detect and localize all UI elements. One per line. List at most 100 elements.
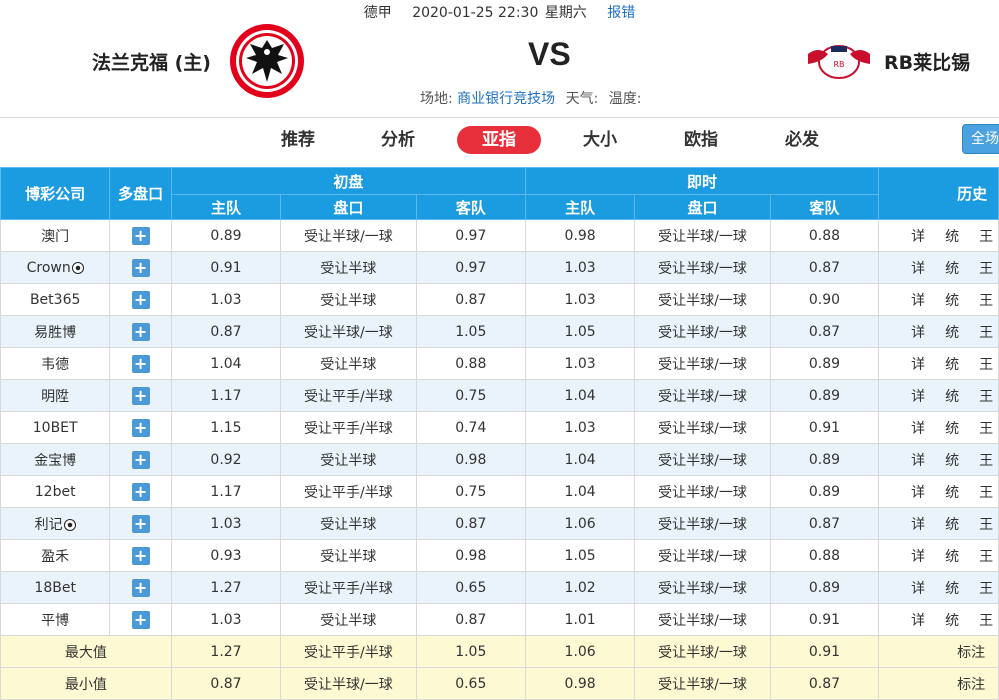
tab-analysis[interactable]: 分析 (381, 130, 415, 150)
stats-link[interactable]: 统 (945, 420, 960, 437)
company-name[interactable]: Bet365 (29, 291, 81, 308)
history-links: 详统王 (878, 347, 999, 380)
company-name[interactable]: 10BET (32, 419, 78, 436)
company-name[interactable]: 18Bet (34, 579, 76, 596)
company-cell[interactable]: 平博 (0, 603, 111, 636)
detail-link[interactable]: 详 (911, 228, 926, 245)
history-link[interactable]: 王 (979, 324, 994, 341)
history-link[interactable]: 王 (979, 292, 994, 309)
summary-row: 最小值 0.87 受让半球/一球 0.65 0.98 受让半球/一球 0.87 标注 (0, 667, 999, 700)
history-link[interactable]: 王 (979, 260, 994, 277)
tab-asian-handicap[interactable]: 亚指 (457, 126, 541, 154)
expand-plus-icon[interactable]: + (131, 354, 150, 373)
expand-plus-icon[interactable]: + (131, 418, 150, 437)
away-team-name[interactable]: RB莱比锡 (884, 52, 971, 74)
detail-link[interactable]: 详 (911, 356, 926, 373)
company-cell[interactable]: 利记 (0, 507, 111, 540)
company-name[interactable]: 12bet (34, 483, 76, 500)
tab-betfair[interactable]: 必发 (785, 130, 819, 150)
detail-link[interactable]: 详 (911, 260, 926, 277)
company-name[interactable]: 韦德 (41, 356, 70, 373)
full-match-button[interactable]: 全场 (962, 124, 999, 154)
history-link[interactable]: 王 (979, 420, 994, 437)
company-cell[interactable]: 易胜博 (0, 315, 111, 348)
expand-plus-icon[interactable]: + (131, 578, 150, 597)
company-cell[interactable]: Bet365 (0, 283, 111, 316)
company-cell[interactable]: 盈禾 (0, 539, 111, 572)
venue-name[interactable]: 商业银行竞技场 (457, 91, 556, 107)
company-cell[interactable]: 明陞 (0, 379, 111, 412)
stats-link[interactable]: 统 (945, 612, 960, 629)
expand-plus-icon[interactable]: + (131, 546, 150, 565)
company-cell[interactable]: 金宝博 (0, 443, 111, 476)
detail-link[interactable]: 详 (911, 516, 926, 533)
detail-link[interactable]: 详 (911, 292, 926, 309)
history-link[interactable]: 王 (979, 228, 994, 245)
expand-plus-icon[interactable]: + (131, 610, 150, 629)
stats-link[interactable]: 统 (945, 548, 960, 565)
tab-over-under[interactable]: 大小 (583, 130, 617, 150)
company-cell[interactable]: 12bet (0, 475, 111, 508)
tab-european-odds[interactable]: 欧指 (684, 130, 718, 150)
detail-link[interactable]: 详 (911, 484, 926, 501)
detail-link[interactable]: 详 (911, 548, 926, 565)
company-name[interactable]: 利记 (34, 516, 63, 533)
expand-plus-icon[interactable]: + (131, 290, 150, 309)
stats-link[interactable]: 统 (945, 452, 960, 469)
expand-plus-icon[interactable]: + (131, 258, 150, 277)
expand-plus-icon[interactable]: + (131, 226, 150, 245)
expand-plus-icon[interactable]: + (131, 322, 150, 341)
stats-link[interactable]: 统 (945, 260, 960, 277)
company-name[interactable]: 盈禾 (41, 548, 70, 565)
detail-link[interactable]: 详 (911, 388, 926, 405)
col-live-home: 主队 (524, 194, 636, 220)
history-link[interactable]: 王 (979, 484, 994, 501)
company-name[interactable]: Crown (26, 259, 71, 276)
detail-link[interactable]: 详 (911, 324, 926, 341)
stats-link[interactable]: 统 (945, 388, 960, 405)
stats-link[interactable]: 统 (945, 228, 960, 245)
history-link[interactable]: 王 (979, 356, 994, 373)
history-link[interactable]: 王 (979, 612, 994, 629)
company-name[interactable]: 澳门 (41, 228, 70, 245)
league-name[interactable]: 德甲 (363, 5, 392, 21)
mark-label[interactable]: 标注 (957, 676, 986, 693)
initial-away-odds: 0.74 (415, 411, 526, 444)
history-link[interactable]: 王 (979, 548, 994, 565)
stats-link[interactable]: 统 (945, 516, 960, 533)
summary-mark-link[interactable]: 标注 (878, 635, 999, 668)
company-name[interactable]: 易胜博 (34, 324, 77, 341)
company-name[interactable]: 金宝博 (34, 452, 77, 469)
stats-link[interactable]: 统 (945, 484, 960, 501)
expand-plus-icon[interactable]: + (131, 450, 150, 469)
detail-link[interactable]: 详 (911, 580, 926, 597)
initial-away-odds: 0.97 (415, 219, 526, 252)
report-error-link[interactable]: 报错 (607, 5, 636, 21)
stats-link[interactable]: 统 (945, 580, 960, 597)
history-link[interactable]: 王 (979, 388, 994, 405)
expand-plus-icon[interactable]: + (131, 514, 150, 533)
home-team-name[interactable]: 法兰克福 (主) (92, 52, 211, 74)
expand-plus-icon[interactable]: + (131, 482, 150, 501)
detail-link[interactable]: 详 (911, 612, 926, 629)
company-cell[interactable]: 澳门 (0, 219, 111, 252)
mark-label[interactable]: 标注 (957, 644, 986, 661)
company-cell[interactable]: 韦德 (0, 347, 111, 380)
history-link[interactable]: 王 (979, 452, 994, 469)
company-cell[interactable]: 10BET (0, 411, 111, 444)
tab-recommend[interactable]: 推荐 (281, 130, 315, 150)
history-link[interactable]: 王 (979, 516, 994, 533)
history-link[interactable]: 王 (979, 580, 994, 597)
stats-link[interactable]: 统 (945, 292, 960, 309)
detail-link[interactable]: 详 (911, 452, 926, 469)
stats-link[interactable]: 统 (945, 324, 960, 341)
svg-text:RB: RB (833, 60, 844, 69)
company-name[interactable]: 平博 (41, 612, 70, 629)
detail-link[interactable]: 详 (911, 420, 926, 437)
company-name[interactable]: 明陞 (41, 388, 70, 405)
company-cell[interactable]: Crown (0, 251, 111, 284)
stats-link[interactable]: 统 (945, 356, 960, 373)
company-cell[interactable]: 18Bet (0, 571, 111, 604)
expand-plus-icon[interactable]: + (131, 386, 150, 405)
summary-mark-link[interactable]: 标注 (878, 667, 999, 700)
